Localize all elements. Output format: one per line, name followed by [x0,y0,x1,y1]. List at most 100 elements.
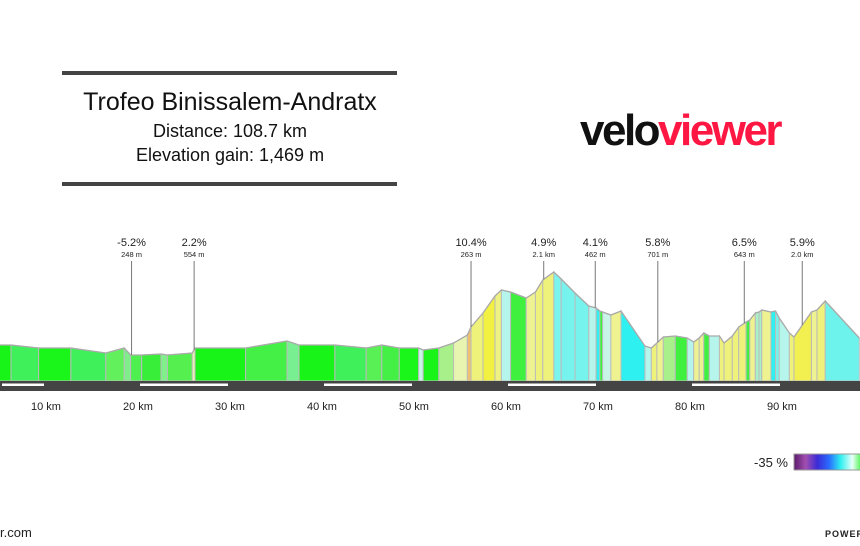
profile-segment [525,291,536,382]
title-rule-bottom [62,182,397,186]
profile-segment [10,344,40,382]
profile-segment [510,291,527,382]
route-distance: Distance: 108.7 km [152,121,308,141]
distance-bar [0,381,860,391]
annotation-gradient: -5.2% [117,237,146,249]
profile-segment [656,335,664,382]
distance-bar-stripe [140,383,228,386]
profile-segment [693,337,700,382]
x-tick-label: 10 km [31,401,61,413]
profile-segment [334,344,367,382]
annotation-gradient: 2.2% [182,237,207,249]
profile-segment [141,353,162,382]
profile-segment [610,310,622,382]
profile-segment [754,311,760,382]
profile-segment [588,305,597,382]
profile-segment [745,319,751,382]
profile-segment [650,341,658,382]
route-title: Trofeo Binissalem-Andratx [83,88,377,116]
profile-segment [816,299,826,382]
annotation-length: 248 m [121,250,142,259]
profile-segment [398,347,420,382]
profile-segment [674,335,688,382]
annotation-gradient: 5.9% [790,237,815,249]
profile-segment [595,306,601,382]
x-tick-label: 70 km [583,401,613,413]
profile-segment [418,347,424,382]
annotation-gradient: 10.4% [455,237,486,249]
annotation-gradient: 5.8% [645,237,670,249]
profile-segment [70,347,107,382]
profile-segment [778,316,790,382]
x-tick-label: 90 km [767,401,797,413]
veloviewer-logo: veloviewer [580,106,783,155]
profile-segment [703,332,710,382]
annotation-gradient: 4.1% [583,237,608,249]
profile-segment [534,278,544,382]
distance-bar-stripe [324,383,412,386]
profile-segment [438,342,455,382]
profile-segment [166,352,193,382]
annotation-gradient: 6.5% [732,237,757,249]
x-tick-label: 60 km [491,401,521,413]
profile-segment [500,289,512,382]
profile-segment [620,309,646,382]
profile-segment [574,291,590,382]
annotation-length: 2.0 km [791,250,814,259]
profile-segment [788,331,795,382]
profile-segment [761,309,772,382]
profile-segment [775,310,780,382]
profile-segment [708,335,720,382]
profile-segment [553,270,562,382]
profile-segment [482,294,496,382]
profile-segment [105,347,125,382]
profile-segment [542,271,555,382]
footer-powered-by: POWER [825,529,860,539]
profile-segment [381,344,400,382]
profile-segment [422,347,440,382]
profile-segment [560,277,576,382]
annotation-length: 263 m [461,250,482,259]
legend-gradient-bar [793,453,860,471]
profile-segment [644,345,652,382]
footer-url: r.com [0,525,32,540]
profile-segment [810,309,818,382]
annotation-length: 554 m [184,250,205,259]
distance-bar-stripe [508,383,596,386]
annotation-gradient: 4.9% [531,237,556,249]
profile-segment [770,310,777,382]
x-tick-label: 50 km [399,401,429,413]
profile-segment [286,340,300,382]
annotation-length: 462 m [585,250,606,259]
profile-segment [824,299,860,382]
profile-segment [470,311,484,382]
x-tick-label: 20 km [123,401,153,413]
profile-segment [298,344,336,382]
profile-segment [160,353,168,382]
annotation-length: 643 m [734,250,755,259]
profile-segment [738,321,747,382]
profile-segment [123,346,132,382]
profile-segment [698,331,705,382]
profile-segment [749,311,756,382]
profile-outline [0,271,860,356]
annotation-length: 2.1 km [532,250,555,259]
profile-segment [602,311,612,382]
x-tick-label: 40 km [307,401,337,413]
distance-bar-stripe [692,383,780,386]
distance-bar-stripe [2,383,44,386]
route-elevation-gain: Elevation gain: 1,469 m [135,145,325,165]
x-tick-label: 80 km [675,401,705,413]
profile-segment [194,347,247,382]
legend-min-label: -35 % [754,455,788,470]
title-rule-top [62,71,397,75]
annotation-length: 701 m [647,250,668,259]
profile-segment [0,344,12,382]
profile-segment [365,344,383,382]
profile-segment [130,354,143,382]
profile-segment [494,288,502,382]
profile-segment [686,337,695,382]
profile-segment [662,335,676,382]
x-tick-label: 30 km [215,401,245,413]
